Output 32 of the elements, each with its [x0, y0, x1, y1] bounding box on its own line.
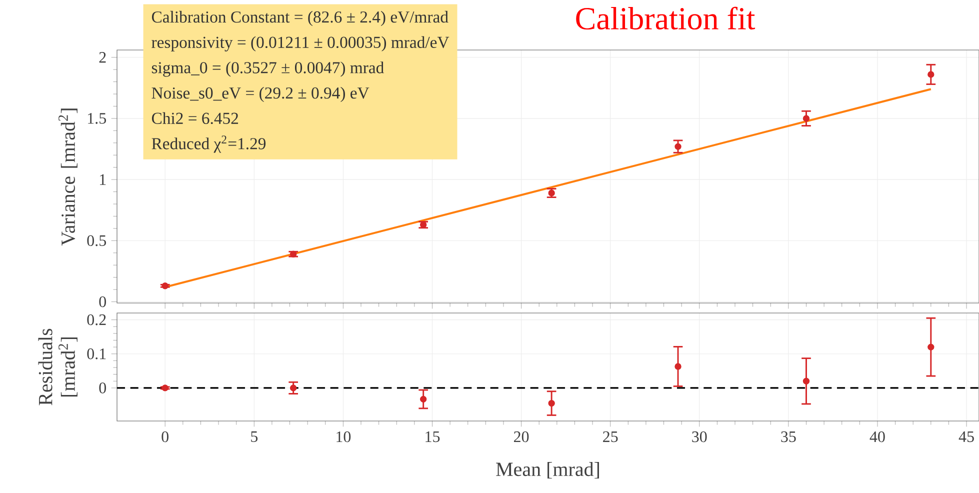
- y-tick-label: 0: [99, 382, 106, 394]
- x-tick-label: 15: [426, 431, 440, 442]
- x-tick-label: 35: [781, 431, 796, 442]
- y-tick-label: 0.2: [87, 314, 106, 326]
- annotation: responsivity = (0.01211 ± 0.00035) mrad/eV: [152, 36, 450, 52]
- y-tick-label: 1: [100, 174, 106, 185]
- y-axis-title: Variance [mrad$^{2}$]: [58, 108, 78, 246]
- x-axis-title: Mean [mrad]: [496, 462, 599, 479]
- annotation: sigma_0 = (0.3527 ± 0.0047) mrad: [152, 62, 384, 77]
- chart-title: Calibration fit: [576, 6, 756, 30]
- x-tick-label: 25: [603, 431, 618, 442]
- y-tick-label: 0.5: [87, 235, 106, 246]
- x-tick-label: 45: [958, 431, 974, 442]
- x-tick-label: 30: [692, 431, 707, 442]
- point: [162, 384, 168, 392]
- text: Calibration Constant = (82.6 ± 2.4) eV/mrad: [152, 10, 448, 26]
- y-tick-label: 0.1: [87, 348, 106, 360]
- point: [162, 282, 168, 290]
- y-axis-title: Residuals [mrad$^{2}$]: [38, 328, 78, 406]
- point: [290, 250, 297, 258]
- y-tick-label: 2: [99, 52, 106, 63]
- x-tick-label: 10: [336, 431, 351, 442]
- point: [420, 221, 427, 228]
- y-tick-label: 0: [99, 296, 106, 308]
- annotation: Noise_s0_eV = (29.2 ± 0.94) eV: [152, 86, 370, 102]
- y-tick-label: 1.5: [88, 113, 106, 124]
- x-tick-label: 0: [162, 431, 168, 442]
- annotation: Chi2 = 6.452: [152, 112, 238, 124]
- x-tick-label: 20: [514, 431, 529, 442]
- x-tick-label: 40: [870, 431, 885, 442]
- annotation: Reduced χ$^{2}$=1.29: [152, 136, 266, 153]
- x-tick-label: 5: [251, 431, 258, 442]
